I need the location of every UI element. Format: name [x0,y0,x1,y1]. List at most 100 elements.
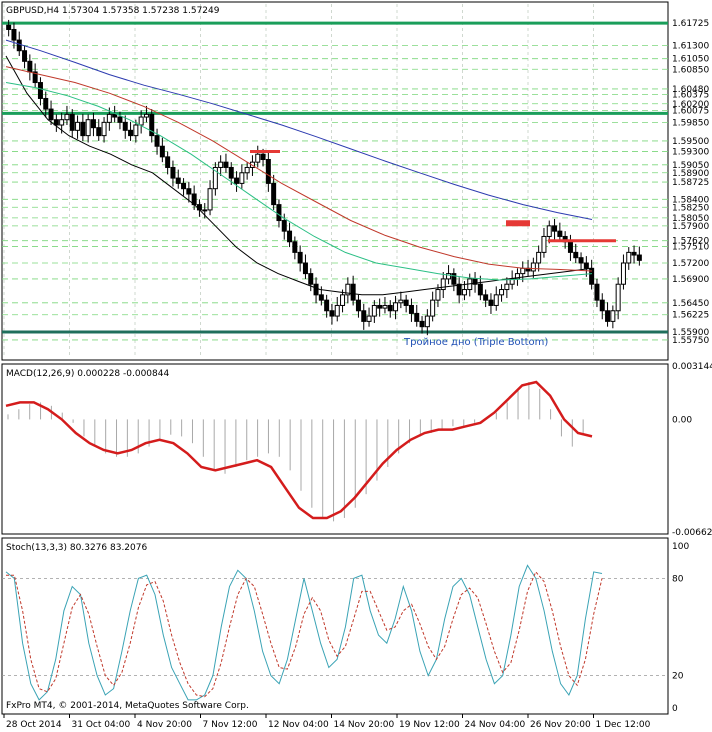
moving-average-line [5,55,593,296]
moving-averages [5,39,593,296]
candle-body [430,299,436,317]
macd-tick-label: 0.00 [672,415,692,425]
candle-body [292,241,298,253]
candle-body [186,188,192,195]
candle-body [403,299,409,306]
candle-body [324,299,330,312]
candle-body [435,289,441,301]
candle-body [493,294,499,306]
candle-body [414,312,420,322]
price-tick-label: 1.58400 [672,195,709,205]
candle-body [69,113,75,131]
candle-body [59,119,65,126]
candle-body [297,251,303,264]
candle-body [165,156,171,168]
price-tick-label: 1.55750 [672,336,709,346]
candle-body [499,289,505,296]
time-tick-label: 14 Nov 20:00 [334,720,395,730]
time-tick-label: 19 Nov 12:00 [399,720,460,730]
candle-body [96,127,102,137]
candle-body [557,230,563,237]
candle-body [313,283,319,296]
price-tick-label: 1.58050 [672,214,709,224]
main-price-levels [2,21,668,341]
stoch-title: Stoch(13,3,3) 80.3276 83.2076 [6,543,147,553]
candle-body [43,97,49,110]
macd-signal [5,380,593,520]
candle-body [80,121,86,137]
triple-bottom-annotation: Тройное дно (Triple Bottom) [403,337,548,348]
price-tick-label: 1.61725 [672,19,709,29]
stoch-line [6,570,603,698]
candle-body [573,251,579,259]
price-tick-label: 1.60200 [672,100,709,110]
candle-body [37,82,43,99]
price-tick-label: 1.57200 [672,259,709,269]
candle-body [159,145,165,158]
price-tick-label: 1.59300 [672,148,709,158]
stoch-tick-label: 100 [672,542,689,552]
candle-body [578,257,584,264]
candle-body [202,209,208,212]
candle-body [615,283,621,312]
candle-body [530,262,536,272]
candle-body [181,182,187,190]
candle-body [620,262,626,285]
candle-body [117,116,123,123]
candle-body [239,172,245,184]
candle-body [64,113,70,121]
candle-body [631,251,637,256]
price-tick-label: 1.57620 [672,237,709,247]
candle-body [329,310,335,317]
candle-body [223,161,229,168]
candle-body [488,299,494,306]
candle-body [605,310,611,322]
time-tick-label: 28 Oct 2014 [6,720,62,730]
candle-body [75,121,81,131]
candle-body [128,129,134,137]
candle-body [350,283,356,301]
candle-body [32,71,38,84]
stoch-tick-label: 20 [672,672,684,682]
candle-body [472,278,478,285]
candle-body [175,177,181,184]
candle-body [143,113,149,118]
candle-body [260,153,266,161]
candle-body [228,166,234,179]
candle-body [461,289,467,296]
candle-body [302,262,308,275]
stoch-levels [2,578,668,676]
candle-body [408,304,414,314]
main-gridlines [3,4,594,358]
candle-body [345,283,351,296]
candle-body [546,225,552,237]
time-tick-label: 7 Nov 12:00 [203,720,258,730]
price-tick-label: 1.60480 [672,85,709,95]
copyright-text: FxPro MT4, © 2001-2014, MetaQuotes Softw… [6,701,249,711]
candle-body [255,153,261,163]
candle-body [355,299,361,312]
price-tick-label: 1.60850 [672,65,709,75]
time-tick-label: 26 Nov 20:00 [530,720,591,730]
candle-body [424,315,430,328]
macd-histogram [7,382,584,522]
candle-body [16,39,22,52]
candle-body [446,273,452,280]
stoch-lines [5,564,603,701]
price-tick-label: 1.59050 [672,161,709,171]
candle-body [138,116,144,126]
candle-body [483,294,489,301]
time-tick-label: 24 Nov 04:00 [465,720,526,730]
candle-body [541,235,547,253]
price-tick-label: 1.56225 [672,311,709,321]
candle-body [48,108,54,121]
candle-body [234,177,240,184]
price-tick-label: 1.61300 [672,41,709,51]
candle-body [419,320,425,328]
resistance-marks [250,150,616,243]
candle-body [281,220,287,232]
candle-body [366,315,372,322]
candle-body [112,113,118,118]
candle-body [133,124,139,137]
